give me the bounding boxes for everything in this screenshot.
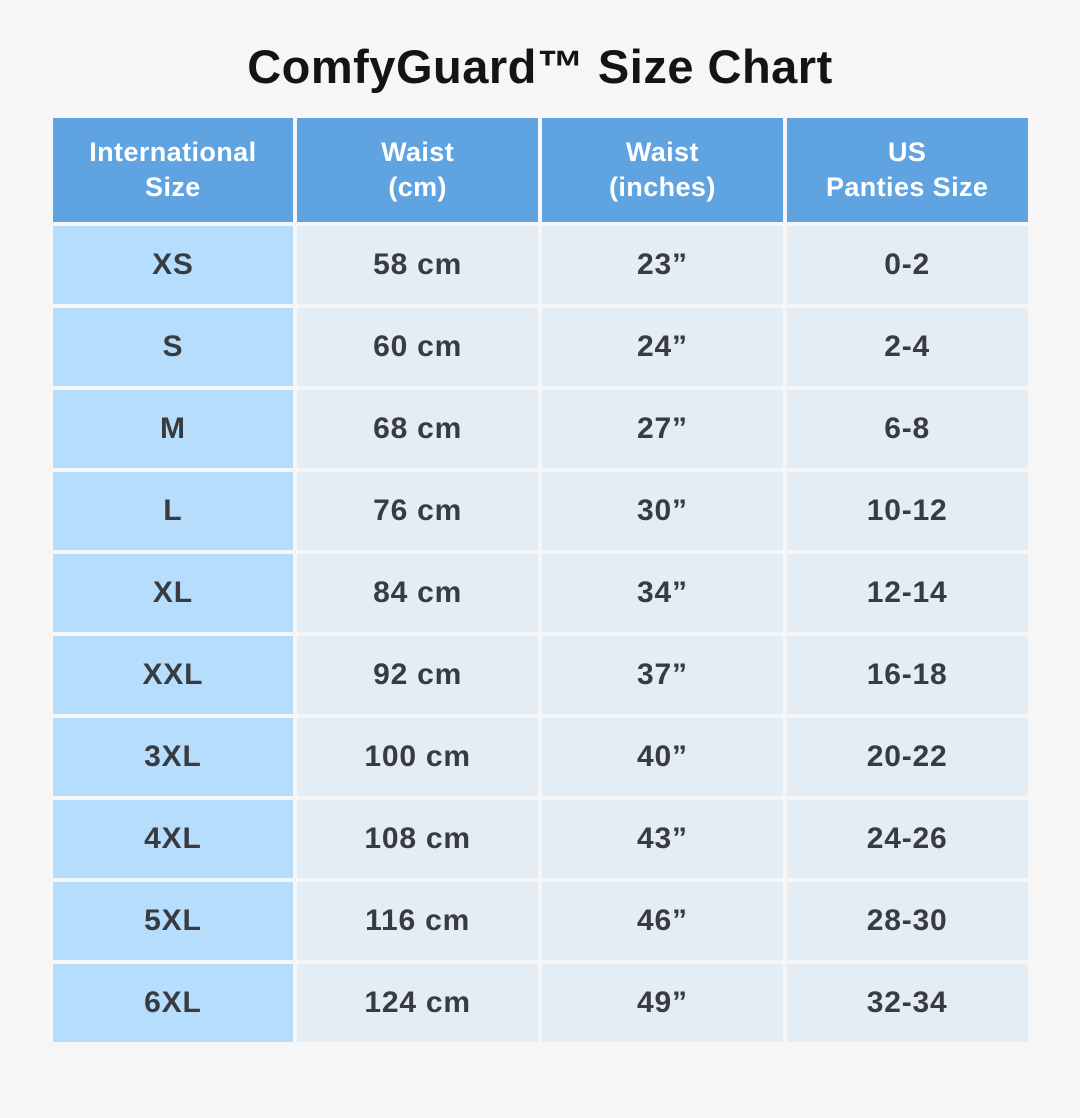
- cell-waist-inches: 34”: [542, 554, 783, 632]
- cell-waist-cm: 58 cm: [297, 226, 538, 304]
- cell-us-panties-size: 28-30: [786, 882, 1028, 960]
- cell-us-panties-size: 12-14: [786, 554, 1028, 632]
- page-title: ComfyGuard™ Size Chart: [247, 40, 833, 93]
- cell-international-size: 3XL: [52, 718, 294, 796]
- cell-us-panties-size: 20-22: [786, 718, 1028, 796]
- cell-waist-cm: 68 cm: [297, 390, 538, 468]
- cell-waist-cm: 100 cm: [297, 718, 538, 796]
- cell-international-size: 5XL: [52, 882, 294, 960]
- column-header-waist-inches: Waist (inches): [542, 118, 783, 222]
- cell-international-size: XL: [52, 554, 294, 632]
- cell-us-panties-size: 2-4: [786, 308, 1028, 386]
- column-header-us-panties-size: US Panties Size: [786, 118, 1028, 222]
- cell-waist-inches: 30”: [542, 472, 783, 550]
- cell-us-panties-size: 32-34: [786, 964, 1028, 1042]
- header-line: Waist: [625, 137, 699, 167]
- header-line: Size: [145, 172, 201, 202]
- cell-us-panties-size: 6-8: [786, 390, 1028, 468]
- cell-waist-inches: 27”: [542, 390, 783, 468]
- cell-international-size: XXL: [52, 636, 294, 714]
- cell-waist-cm: 124 cm: [297, 964, 538, 1042]
- cell-waist-inches: 43”: [542, 800, 783, 878]
- header-line: International: [89, 137, 257, 167]
- cell-waist-inches: 40”: [542, 718, 783, 796]
- cell-international-size: L: [52, 472, 294, 550]
- cell-waist-cm: 108 cm: [297, 800, 538, 878]
- cell-us-panties-size: 16-18: [786, 636, 1028, 714]
- header-line: (inches): [609, 172, 716, 202]
- cell-waist-inches: 24”: [542, 308, 783, 386]
- cell-waist-cm: 60 cm: [297, 308, 538, 386]
- size-chart-page: ComfyGuard™ Size Chart International Siz…: [0, 38, 1080, 1118]
- cell-waist-cm: 76 cm: [297, 472, 538, 550]
- cell-international-size: 4XL: [52, 800, 294, 878]
- cell-us-panties-size: 10-12: [786, 472, 1028, 550]
- header-line: (cm): [388, 172, 447, 202]
- cell-international-size: 6XL: [52, 964, 294, 1042]
- column-header-international-size: International Size: [52, 118, 294, 222]
- cell-waist-cm: 116 cm: [297, 882, 538, 960]
- cell-waist-inches: 49”: [542, 964, 783, 1042]
- cell-international-size: M: [52, 390, 294, 468]
- cell-waist-cm: 92 cm: [297, 636, 538, 714]
- cell-us-panties-size: 24-26: [786, 800, 1028, 878]
- cell-waist-inches: 23”: [542, 226, 783, 304]
- header-line: US: [887, 137, 927, 167]
- header-line: Panties Size: [825, 172, 989, 202]
- cell-waist-inches: 46”: [542, 882, 783, 960]
- cell-waist-inches: 37”: [542, 636, 783, 714]
- header-line: Waist: [381, 137, 455, 167]
- cell-international-size: S: [52, 308, 294, 386]
- cell-waist-cm: 84 cm: [297, 554, 538, 632]
- cell-international-size: XS: [52, 226, 294, 304]
- cell-us-panties-size: 0-2: [786, 226, 1028, 304]
- size-chart-table: International Size Waist (cm) Waist (inc…: [52, 118, 1028, 1042]
- column-header-waist-cm: Waist (cm): [297, 118, 538, 222]
